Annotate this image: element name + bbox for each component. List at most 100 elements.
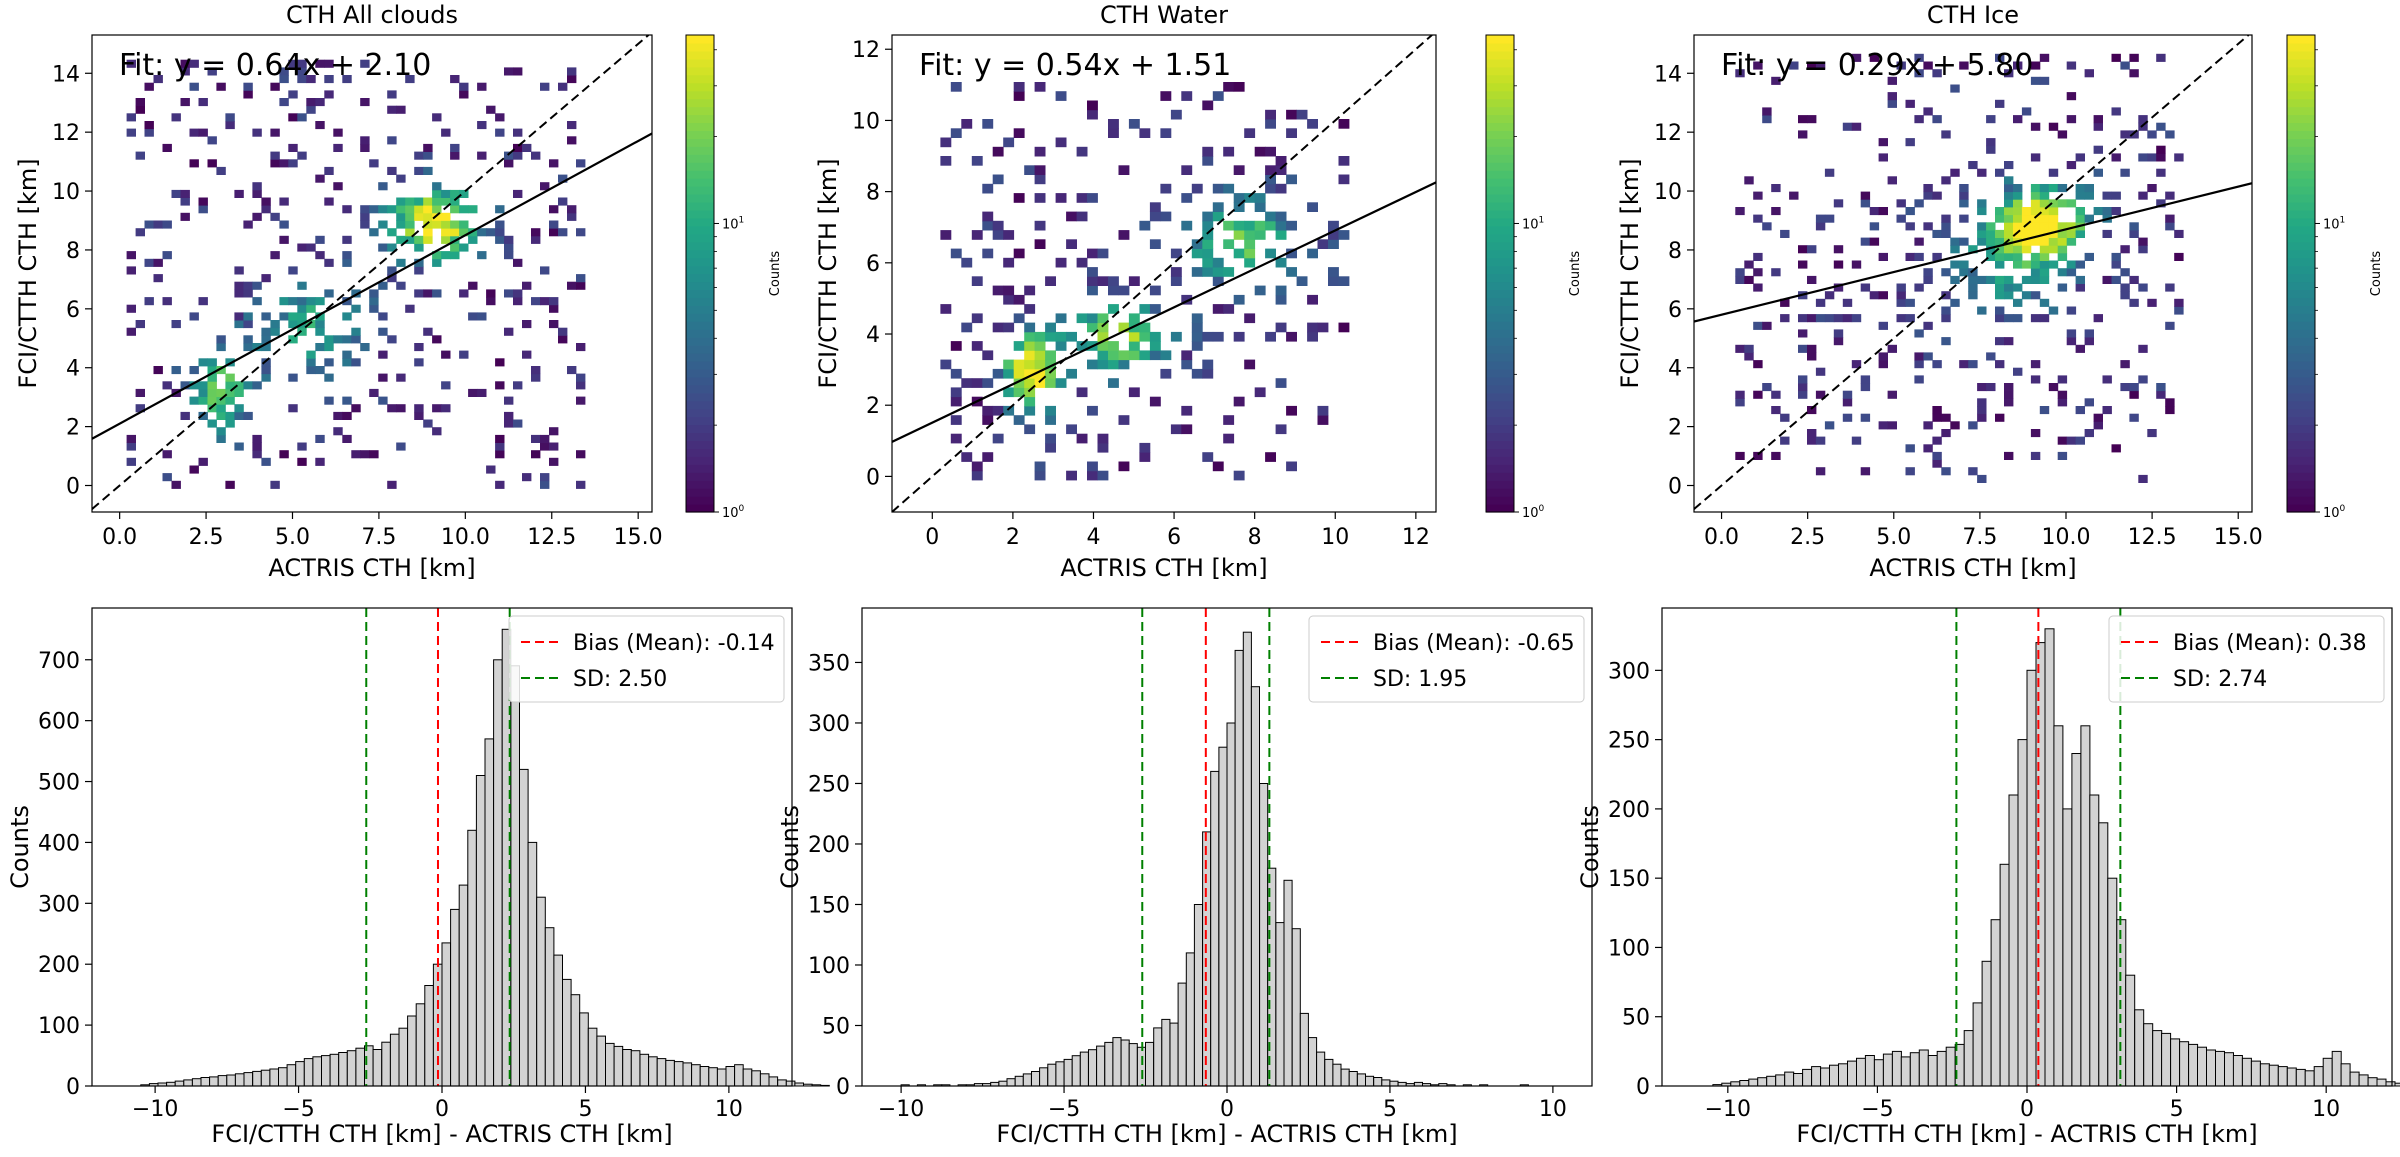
heatmap-cell xyxy=(1833,283,1844,292)
heatmap-cell xyxy=(2102,207,2112,216)
y-tick-label: 12 xyxy=(52,121,80,146)
heatmap-cell xyxy=(1108,285,1119,296)
heatmap-cell xyxy=(261,205,271,214)
histogram-bar xyxy=(2286,1067,2297,1087)
histogram-bar xyxy=(1972,1002,1983,1087)
heatmap-cell xyxy=(1914,329,1924,338)
heatmap-cell xyxy=(1744,352,1754,361)
colorbar-segment xyxy=(686,289,714,298)
colorbar-segment xyxy=(2287,360,2315,370)
heatmap-cell xyxy=(243,343,253,352)
heatmap-cell xyxy=(1013,128,1025,138)
heatmap-cell xyxy=(1202,452,1214,462)
heatmap-cell xyxy=(558,327,568,336)
heatmap-cell xyxy=(1170,267,1182,277)
heatmap-cell xyxy=(1128,331,1140,342)
heatmap-cell xyxy=(1941,314,1951,323)
heatmap-cell xyxy=(2004,237,2014,246)
heatmap-cell xyxy=(1851,122,1862,131)
heatmap-cell xyxy=(567,212,577,221)
heatmap-cell xyxy=(198,457,208,466)
heatmap-cell xyxy=(207,404,217,413)
heatmap-cell xyxy=(378,373,388,382)
heatmap-cell xyxy=(1959,191,1969,200)
heatmap-cell xyxy=(1128,313,1140,324)
heatmap-cell xyxy=(2013,191,2023,200)
heatmap-cell xyxy=(2048,237,2059,246)
heatmap-cell xyxy=(423,205,433,214)
heatmap-cell xyxy=(2013,222,2023,231)
histogram-bar xyxy=(441,942,452,1087)
colorbar-segment xyxy=(686,480,714,489)
histogram-bar xyxy=(2313,1066,2324,1087)
heatmap-cell xyxy=(324,343,334,352)
histogram-bar xyxy=(355,1047,365,1087)
heatmap-cell xyxy=(270,212,280,221)
heatmap-cell xyxy=(2030,214,2041,223)
heatmap-cell xyxy=(162,297,172,306)
heatmap-cell xyxy=(2030,184,2041,193)
heatmap-cell xyxy=(360,450,370,459)
heatmap-cell xyxy=(1108,304,1119,314)
colorbar-segment xyxy=(686,353,714,362)
heatmap-cell xyxy=(1744,275,1754,284)
heatmap-cell xyxy=(1013,82,1025,92)
heatmap-cell xyxy=(1212,211,1224,222)
heatmap-cell xyxy=(1842,413,1853,422)
heatmap-cell xyxy=(1914,360,1924,369)
heatmap-cell xyxy=(2147,130,2157,139)
heatmap-cell xyxy=(1807,406,1817,415)
heatmap-cell xyxy=(531,450,541,459)
heatmap-cell xyxy=(1024,359,1036,370)
heatmap-cell xyxy=(468,205,478,214)
y-tick-label: 12 xyxy=(1654,121,1682,146)
heatmap-cell xyxy=(216,343,226,352)
histogram-bar xyxy=(998,1080,1008,1087)
histogram-bar xyxy=(1259,783,1269,1087)
histogram-bar xyxy=(1945,1046,1956,1087)
heatmap-cell xyxy=(1833,329,1844,338)
colorbar-segment xyxy=(1486,289,1514,298)
heatmap-cell xyxy=(940,137,952,148)
heatmap-cell xyxy=(1212,91,1224,101)
heatmap-cell xyxy=(2021,275,2032,284)
histogram-bar xyxy=(303,1058,314,1087)
histogram-bar xyxy=(725,1066,736,1087)
histogram-bar xyxy=(1234,649,1244,1087)
heatmap-cell xyxy=(1076,387,1088,398)
heatmap-cell xyxy=(450,205,460,214)
histogram-bar xyxy=(691,1064,701,1087)
heatmap-cell xyxy=(1160,368,1172,379)
heatmap-cell xyxy=(306,243,316,252)
y-tick-label: 0 xyxy=(1668,475,1682,500)
heatmap-cell xyxy=(1923,268,1933,277)
heatmap-cell xyxy=(1932,413,1942,422)
histogram-bar xyxy=(1210,770,1220,1087)
heatmap-cell xyxy=(1842,390,1853,399)
heatmap-cell xyxy=(971,156,983,166)
heatmap-cell xyxy=(1807,61,1817,70)
heatmap-cell xyxy=(2084,214,2094,223)
heatmap-cell xyxy=(369,450,379,459)
colorbar-segment xyxy=(1486,249,1514,259)
heatmap-cell xyxy=(1160,350,1172,361)
heatmap-cell xyxy=(126,327,136,336)
heatmap-cell xyxy=(1181,405,1193,416)
heatmap-cell xyxy=(252,128,262,137)
heatmap-cell xyxy=(2004,161,2014,170)
heatmap-cell xyxy=(252,297,262,306)
heatmap-cell xyxy=(459,220,469,229)
heatmap-cell xyxy=(982,220,994,231)
colorbar-segment xyxy=(1486,146,1514,155)
heatmap-cell xyxy=(1149,304,1161,314)
colorbar-segment xyxy=(1486,480,1514,489)
heatmap-cell xyxy=(135,98,145,107)
heatmap-cell xyxy=(1815,222,1826,231)
heatmap-cell xyxy=(324,335,334,344)
heatmap-cell xyxy=(405,228,415,237)
histogram-bar xyxy=(622,1049,632,1087)
heatmap-cell xyxy=(297,442,307,451)
heatmap-cell xyxy=(2013,115,2023,124)
heatmap-cell xyxy=(2138,283,2148,292)
